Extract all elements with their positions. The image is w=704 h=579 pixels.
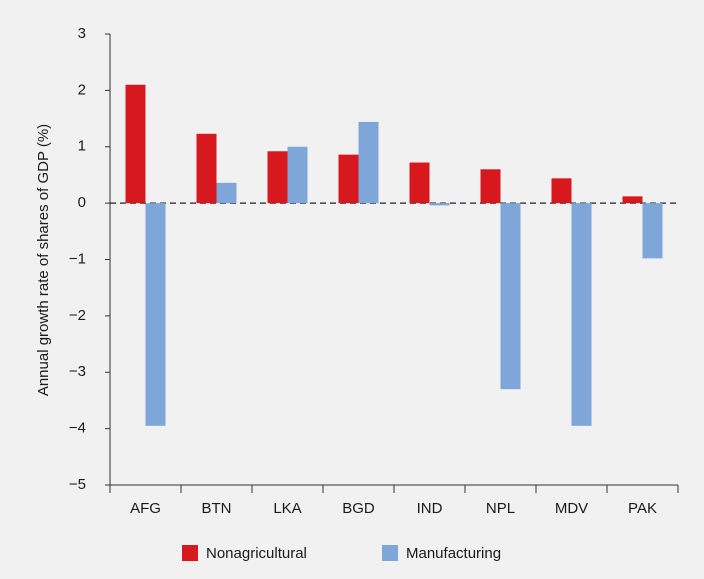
y-tick-label: 2 — [78, 81, 86, 98]
bar — [642, 203, 663, 259]
bar — [216, 182, 237, 204]
y-tick-label: 1 — [78, 138, 86, 155]
bar — [409, 162, 430, 204]
x-tick-label: LKA — [273, 500, 301, 517]
y-tick-label: −2 — [69, 307, 86, 324]
bar — [338, 154, 359, 204]
bar — [429, 203, 450, 206]
bar — [358, 121, 379, 204]
y-tick-label: 3 — [78, 25, 86, 42]
y-tick-label: −4 — [69, 420, 86, 437]
bar — [145, 203, 166, 426]
bar — [267, 151, 288, 204]
legend-label: Nonagricultural — [206, 545, 307, 562]
x-tick-label: NPL — [486, 500, 515, 517]
y-axis-label: Annual growth rate of shares of GDP (%) — [35, 124, 52, 396]
bar — [287, 146, 308, 204]
y-tick-label: −5 — [69, 476, 86, 493]
bar — [551, 178, 572, 204]
y-tick-label: −3 — [69, 363, 86, 380]
legend-swatch — [182, 545, 198, 561]
x-tick-label: MDV — [555, 500, 588, 517]
y-tick-label: 0 — [78, 194, 86, 211]
x-tick-label: IND — [417, 500, 443, 517]
x-tick-label: PAK — [628, 500, 657, 517]
x-tick-label: AFG — [130, 500, 161, 517]
bar — [480, 169, 501, 204]
bar — [622, 196, 643, 204]
bar — [500, 203, 521, 390]
legend-label: Manufacturing — [406, 545, 501, 562]
bar — [571, 203, 592, 426]
y-tick-label: −1 — [69, 250, 86, 267]
x-tick-label: BTN — [202, 500, 232, 517]
x-tick-label: BGD — [342, 500, 375, 517]
bar — [196, 133, 217, 204]
bar — [125, 84, 146, 204]
legend-swatch — [382, 545, 398, 561]
